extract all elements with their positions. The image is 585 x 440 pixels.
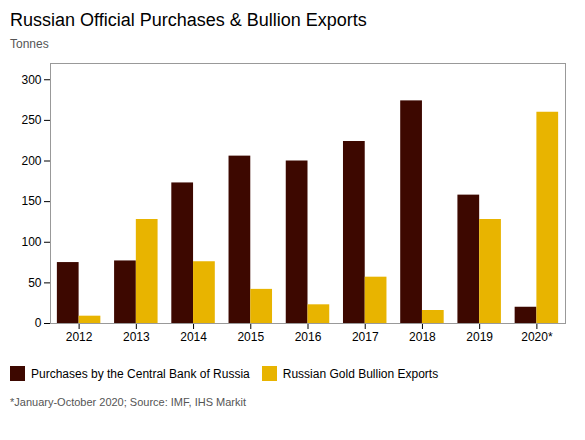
html-text:Purchases by the Central Bank: Purchases by the Central Bank of Russia	[31, 366, 250, 381]
svg-text:2014: 2014	[180, 330, 207, 344]
svg-text:2012: 2012	[66, 330, 93, 344]
svg-text:200: 200	[21, 154, 41, 168]
svg-text:2018: 2018	[409, 330, 436, 344]
svg-text:2016: 2016	[295, 330, 322, 344]
svg-text:300: 300	[21, 73, 41, 87]
html-text:Russian Official Purchases & B: Russian Official Purchases & Bullion Exp…	[10, 10, 367, 30]
html-text:*January-October 2020; Source:: *January-October 2020; Source: IMF, IHS …	[10, 396, 246, 408]
html-text:Tonnes: Tonnes	[10, 37, 49, 51]
html-text:Russian Gold Bullion Exports: Russian Gold Bullion Exports	[282, 366, 439, 381]
svg-text:2017: 2017	[352, 330, 379, 344]
svg-text:50: 50	[28, 276, 42, 290]
svg-text:0: 0	[35, 316, 42, 330]
svg-text:250: 250	[21, 113, 41, 127]
svg-text:2015: 2015	[237, 330, 264, 344]
svg-text:150: 150	[21, 194, 41, 208]
svg-text:2020*: 2020*	[521, 330, 553, 344]
svg-text:2013: 2013	[123, 330, 150, 344]
svg-text:100: 100	[21, 235, 41, 249]
svg-text:2019: 2019	[466, 330, 493, 344]
